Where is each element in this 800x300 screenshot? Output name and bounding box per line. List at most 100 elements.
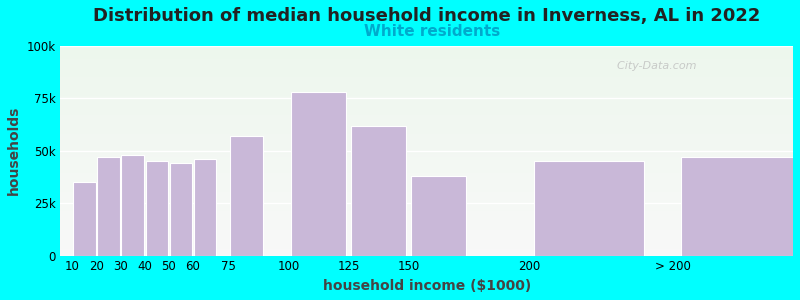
Bar xyxy=(61,249,793,250)
Bar xyxy=(61,199,793,200)
Bar xyxy=(61,91,793,92)
Bar xyxy=(61,142,793,143)
Bar xyxy=(61,217,793,218)
Bar xyxy=(61,219,793,220)
Bar xyxy=(61,208,793,209)
Bar xyxy=(61,168,793,169)
Bar xyxy=(61,226,793,227)
Bar xyxy=(61,135,793,136)
Bar xyxy=(61,151,793,152)
Bar xyxy=(61,147,793,148)
Bar xyxy=(61,66,793,67)
Bar xyxy=(61,154,793,155)
Bar xyxy=(61,157,793,158)
Bar xyxy=(61,75,793,76)
Bar xyxy=(61,186,793,188)
Bar xyxy=(61,97,793,98)
Bar xyxy=(61,254,793,255)
Bar xyxy=(61,209,793,211)
Bar xyxy=(61,223,793,224)
Bar xyxy=(61,100,793,101)
Bar xyxy=(74,182,95,256)
Bar xyxy=(61,158,793,159)
Bar xyxy=(61,48,793,49)
Bar xyxy=(61,196,793,197)
Bar xyxy=(61,156,793,157)
X-axis label: household income ($1000): household income ($1000) xyxy=(322,279,531,293)
Bar xyxy=(61,115,793,116)
Bar xyxy=(61,253,793,254)
Bar xyxy=(61,159,793,160)
Bar xyxy=(61,93,793,94)
Bar xyxy=(61,220,793,221)
Bar xyxy=(61,241,793,242)
Bar xyxy=(61,113,793,114)
Bar xyxy=(61,65,793,66)
Bar xyxy=(61,88,793,89)
Bar xyxy=(61,49,793,50)
Bar xyxy=(61,206,793,207)
Bar xyxy=(230,136,263,256)
Bar xyxy=(61,98,793,99)
Bar xyxy=(61,245,793,246)
Bar xyxy=(61,89,793,90)
Bar xyxy=(61,184,793,185)
Bar xyxy=(61,195,793,196)
Bar xyxy=(61,192,793,193)
Bar xyxy=(61,62,793,63)
Bar xyxy=(61,247,793,248)
Bar xyxy=(61,201,793,202)
Bar xyxy=(61,131,793,132)
Bar xyxy=(61,86,793,87)
Bar xyxy=(61,118,793,119)
Bar xyxy=(61,232,793,234)
Title: Distribution of median household income in Inverness, AL in 2022: Distribution of median household income … xyxy=(93,7,761,25)
Bar xyxy=(61,212,793,213)
Bar xyxy=(61,138,793,139)
Bar xyxy=(61,162,793,164)
Bar xyxy=(61,46,793,47)
Bar xyxy=(61,203,793,204)
Bar xyxy=(61,152,793,153)
Bar xyxy=(61,63,793,64)
Bar xyxy=(61,148,793,149)
Bar xyxy=(61,70,793,71)
Bar xyxy=(61,251,793,253)
Bar xyxy=(61,182,793,183)
Bar xyxy=(61,224,793,225)
Bar xyxy=(61,190,793,192)
Bar xyxy=(61,58,793,60)
Bar xyxy=(61,76,793,77)
Text: City-Data.com: City-Data.com xyxy=(610,61,697,70)
Bar xyxy=(61,107,793,108)
Bar xyxy=(61,109,793,110)
Bar xyxy=(146,161,168,256)
Bar xyxy=(61,178,793,179)
Bar xyxy=(61,255,793,256)
Bar xyxy=(61,96,793,97)
Bar xyxy=(61,173,793,174)
Bar xyxy=(61,240,793,241)
Bar xyxy=(61,200,793,201)
Bar xyxy=(61,111,793,112)
Bar xyxy=(61,116,793,117)
Bar xyxy=(291,92,346,256)
Bar xyxy=(61,99,793,101)
Bar xyxy=(61,228,793,230)
Bar xyxy=(61,244,793,245)
Bar xyxy=(61,250,793,251)
Bar xyxy=(61,110,793,111)
Bar xyxy=(61,198,793,199)
Bar xyxy=(61,242,793,243)
Bar xyxy=(534,161,644,256)
Bar xyxy=(61,246,793,247)
Bar xyxy=(61,222,793,223)
Bar xyxy=(61,175,793,176)
Bar xyxy=(61,82,793,83)
Bar xyxy=(61,207,793,208)
Bar xyxy=(170,164,192,256)
Bar xyxy=(61,166,793,167)
Bar xyxy=(61,132,793,133)
Bar xyxy=(61,174,793,175)
Bar xyxy=(194,159,216,256)
